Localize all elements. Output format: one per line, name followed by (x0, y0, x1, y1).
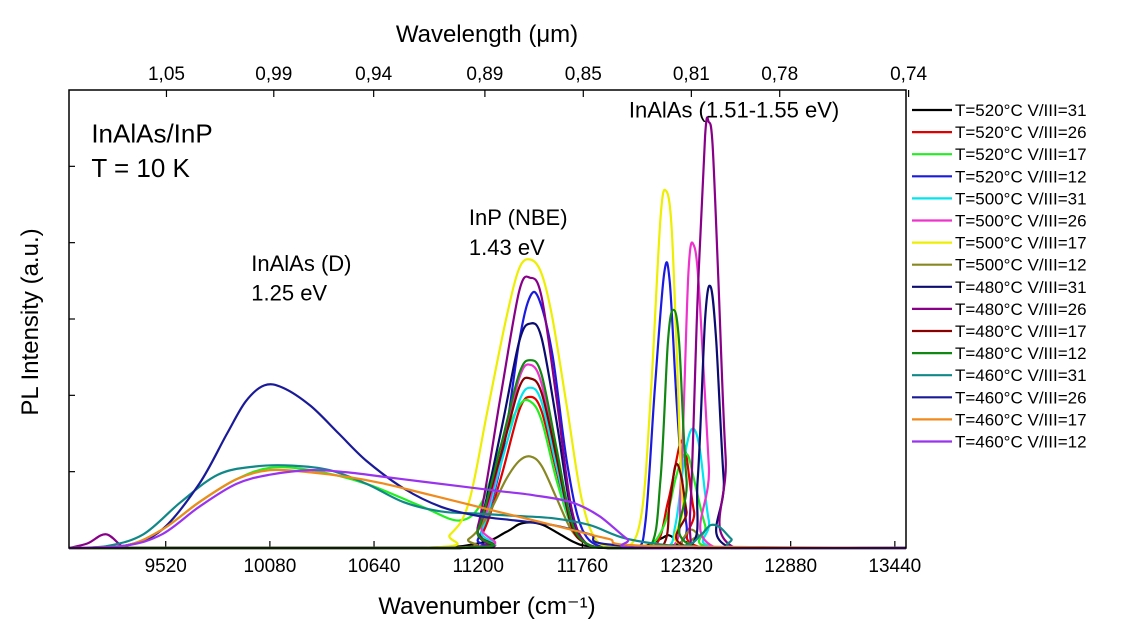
series-line-10 (68, 116, 906, 550)
series-line-12 (68, 308, 906, 550)
legend-label: T=500°C V/III=12 (955, 256, 1087, 275)
top-tick-label: 1,05 (148, 64, 185, 85)
y-axis-ticks (69, 165, 75, 549)
top-tick-label: 0,81 (673, 64, 710, 85)
top-tick-label: 0,85 (565, 64, 602, 85)
legend-label: T=520°C V/III=12 (955, 167, 1087, 186)
legend-label: T=500°C V/III=17 (955, 234, 1087, 253)
annotation-label: T = 10 K (91, 153, 190, 183)
bottom-tick-label: 13440 (868, 556, 921, 577)
legend-label: T=520°C V/III=26 (955, 123, 1087, 142)
bottom-tick-label: 10640 (348, 556, 401, 577)
legend-label: T=500°C V/III=26 (955, 212, 1087, 231)
legend-label: T=520°C V/III=31 (955, 101, 1087, 120)
plot-frame (68, 89, 907, 549)
legend-label: T=480°C V/III=26 (955, 300, 1087, 319)
legend-label: T=520°C V/III=17 (955, 145, 1087, 164)
annotation-label: 1.25 eV (251, 281, 327, 306)
bottom-tick-label: 11760 (557, 556, 608, 577)
bottom-tick-label: 9520 (145, 556, 187, 577)
legend-label: T=480°C V/III=31 (955, 278, 1087, 297)
legend-label: T=480°C V/III=12 (955, 344, 1087, 363)
legend-label: T=460°C V/III=17 (955, 410, 1087, 429)
bottom-tick-label: 12320 (660, 556, 713, 577)
series-line-13 (68, 464, 906, 550)
legend-label: T=460°C V/III=26 (955, 388, 1087, 407)
top-tick-label: 0,74 (890, 64, 927, 85)
bottom-tick-label: 10080 (243, 556, 296, 577)
y-axis-title: PL Intensity (a.u.) (17, 228, 44, 415)
series-line-16 (68, 468, 906, 550)
annotations: InAlAs/InP T = 10 K InAlAs (D) 1.25 eV InP (… (91, 97, 839, 305)
top-tick-label: 0,99 (255, 64, 292, 85)
legend: T=520°C V/III=31 T=520°C V/III=26 T=520°C … (912, 101, 1087, 452)
legend-label: T=480°C V/III=17 (955, 322, 1087, 341)
series-line-3 (68, 398, 906, 550)
annotation-label: InAlAs (D) (251, 251, 351, 276)
top-tick-label: 0,94 (355, 64, 392, 85)
top-axis-title: Wavelength (μm) (396, 21, 578, 48)
annotation-label: InAlAs/InP (91, 119, 212, 149)
series-line-7 (68, 188, 906, 550)
top-tick-label: 0,78 (761, 64, 798, 85)
bottom-tick-label: 12880 (764, 556, 817, 577)
legend-label: T=460°C V/III=12 (955, 433, 1087, 452)
bottom-axis-title: Wavenumber (cm⁻¹) (378, 593, 595, 620)
legend-label: T=460°C V/III=31 (955, 366, 1087, 385)
top-axis-ticks: 1,05 0,99 0,94 0,89 0,85 0,81 0,78 0,74 (148, 64, 928, 97)
top-tick-label: 0,89 (466, 64, 503, 85)
series-line-15 (68, 468, 907, 550)
annotation-label: InAlAs (1.51-1.55 eV) (629, 97, 839, 122)
legend-label: T=500°C V/III=31 (955, 189, 1087, 208)
annotation-label: InP (NBE) (469, 205, 568, 230)
series-lines (68, 116, 907, 550)
bottom-tick-label: 11200 (452, 556, 503, 577)
annotation-label: 1.43 eV (469, 235, 545, 260)
